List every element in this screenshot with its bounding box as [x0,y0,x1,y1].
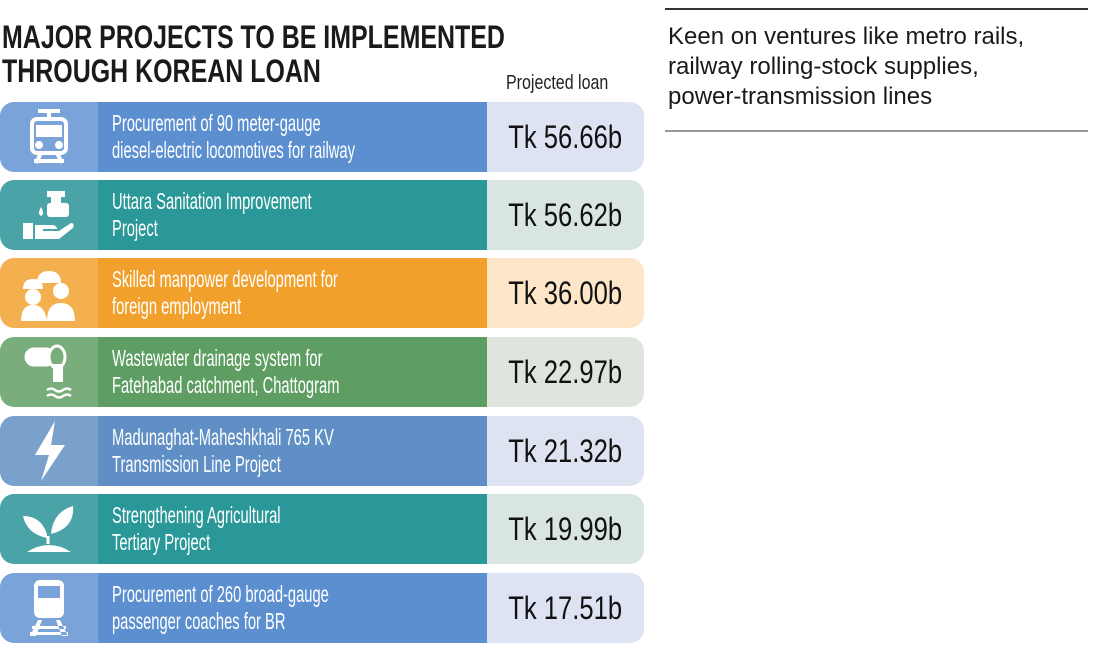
project-name-line: Tertiary Project [112,529,211,555]
loan-amount: Tk 56.62b [508,196,623,233]
project-name-line: diesel-electric locomotives for railway [112,137,355,163]
side-note-line: Keen on ventures like metro rails, [668,23,1025,50]
project-row: Strengthening Agricultural Tertiary Proje… [0,494,644,564]
drainage-pipe-icon [0,337,98,407]
infographic-title: MAJOR PROJECTS TO BE IMPLEMENTED THROUGH… [2,20,505,88]
project-row: Wastewater drainage system for Fatehabad … [0,337,644,407]
loan-amount: Tk 36.00b [508,274,623,311]
side-note-line: power-transmission lines [668,83,933,110]
workers-icon [0,258,98,328]
loan-amount: Tk 21.32b [508,432,623,469]
project-name-line: Uttara Sanitation Improvement [112,188,312,214]
project-row: Madunaghat-Maheshkhali 765 KV Transmissio… [0,416,644,486]
loan-amount: Tk 17.51b [508,589,623,626]
loan-amount: Tk 56.66b [508,118,623,155]
side-note-line: railway rolling-stock supplies, [668,53,979,80]
train-icon [0,102,98,172]
project-name-line: Strengthening Agricultural [112,502,281,528]
project-name-line: Procurement of 260 broad-gauge [112,581,329,607]
project-name-line: Fatehabad catchment, Chattogram [112,372,340,398]
project-row: Procurement of 90 meter-gauge diesel-elec… [0,102,644,172]
project-name-line: Transmission Line Project [112,451,281,477]
project-name-line: Skilled manpower development for [112,266,338,292]
title-line-2: THROUGH KOREAN LOAN [2,53,321,89]
project-name-line: Madunaghat-Maheshkhali 765 KV [112,424,334,450]
lightning-icon [0,416,98,486]
plant-icon [0,494,98,564]
project-name-line: Procurement of 90 meter-gauge [112,110,321,136]
project-name-line: passenger coaches for BR [112,608,286,634]
project-name-line: Wastewater drainage system for [112,345,323,371]
coach-train-icon [0,573,98,643]
loan-amount: Tk 22.97b [508,353,623,390]
title-line-1: MAJOR PROJECTS TO BE IMPLEMENTED [2,19,505,55]
project-row: Skilled manpower development for foreign … [0,258,644,328]
sanitation-hand-icon [0,180,98,250]
side-note: Keen on ventures like metro rails, railw… [665,8,1088,132]
projected-loan-label: Projected loan [506,72,609,94]
project-name-line: foreign employment [112,293,242,319]
project-row: Procurement of 260 broad-gauge passenger … [0,573,644,643]
loan-amount: Tk 19.99b [508,510,623,547]
project-name-line: Project [112,215,158,241]
project-row: Uttara Sanitation Improvement Project Tk … [0,180,644,250]
